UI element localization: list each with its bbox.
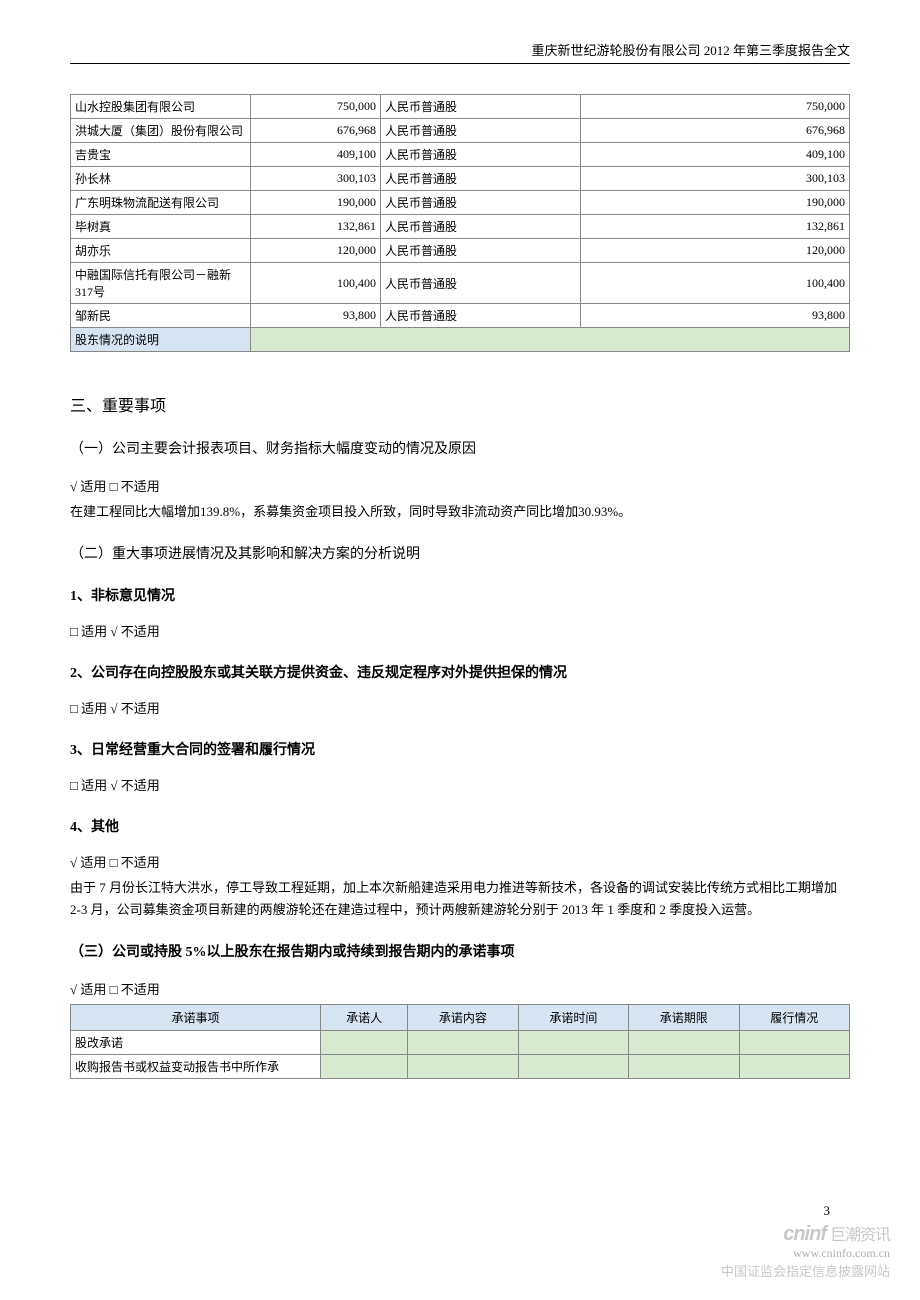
shareholder-amount1: 409,100 — [251, 143, 381, 167]
item2-title: 2、公司存在向控股股东或其关联方提供资金、违反规定程序对外提供担保的情况 — [70, 662, 850, 682]
item2-applicable: □ 适用 √ 不适用 — [70, 698, 850, 717]
shareholder-name: 毕树真 — [71, 215, 251, 239]
table-row: 孙长林300,103人民币普通股300,103 — [71, 167, 850, 191]
table-row: 胡亦乐120,000人民币普通股120,000 — [71, 239, 850, 263]
commitment-cell — [408, 1031, 518, 1055]
header-divider — [70, 63, 850, 64]
item1-applicable: □ 适用 √ 不适用 — [70, 621, 850, 640]
shareholder-amount1: 300,103 — [251, 167, 381, 191]
shareholder-table: 山水控股集团有限公司750,000人民币普通股750,000洪城大厦（集团）股份… — [70, 94, 850, 352]
share-type: 人民币普通股 — [381, 304, 581, 328]
footer-disclosure: 中国证监会指定信息披露网站 — [721, 1261, 890, 1280]
shareholder-amount2: 93,800 — [581, 304, 850, 328]
shareholder-amount2: 300,103 — [581, 167, 850, 191]
table-row: 洪城大厦（集团）股份有限公司676,968人民币普通股676,968 — [71, 119, 850, 143]
item4-text: 由于 7 月份长江特大洪水，停工导致工程延期，加上本次新船建造采用电力推进等新技… — [70, 877, 850, 921]
note-content — [251, 328, 850, 352]
item3-title: 3、日常经营重大合同的签署和履行情况 — [70, 739, 850, 759]
shareholder-amount1: 676,968 — [251, 119, 381, 143]
shareholder-amount2: 409,100 — [581, 143, 850, 167]
shareholder-name: 山水控股集团有限公司 — [71, 95, 251, 119]
shareholder-note-row: 股东情况的说明 — [71, 328, 850, 352]
commitment-row: 收购报告书或权益变动报告书中所作承 — [71, 1055, 850, 1079]
share-type: 人民币普通股 — [381, 119, 581, 143]
shareholder-amount2: 120,000 — [581, 239, 850, 263]
page-header: 重庆新世纪游轮股份有限公司 2012 年第三季度报告全文 — [70, 40, 850, 59]
commitment-header: 承诺时间 — [518, 1005, 628, 1031]
share-type: 人民币普通股 — [381, 143, 581, 167]
commitment-header: 履行情况 — [739, 1005, 850, 1031]
table-row: 邹新民93,800人民币普通股93,800 — [71, 304, 850, 328]
note-label: 股东情况的说明 — [71, 328, 251, 352]
commitment-header: 承诺事项 — [71, 1005, 321, 1031]
shareholder-name: 孙长林 — [71, 167, 251, 191]
cninfo-logo: cninf — [783, 1223, 826, 1245]
shareholder-name: 邹新民 — [71, 304, 251, 328]
commitment-cell — [629, 1055, 739, 1079]
share-type: 人民币普通股 — [381, 215, 581, 239]
commitment-header: 承诺人 — [321, 1005, 408, 1031]
cninfo-logo-cn: 巨潮资讯 — [830, 1227, 890, 1244]
commitment-cell — [321, 1055, 408, 1079]
commitment-cell — [518, 1055, 628, 1079]
sub1-text: 在建工程同比大幅增加139.8%，系募集资金项目投入所致，同时导致非流动资产同比… — [70, 501, 850, 523]
share-type: 人民币普通股 — [381, 239, 581, 263]
shareholder-amount1: 190,000 — [251, 191, 381, 215]
shareholder-amount2: 750,000 — [581, 95, 850, 119]
shareholder-amount1: 132,861 — [251, 215, 381, 239]
commitment-label: 股改承诺 — [71, 1031, 321, 1055]
commitment-header: 承诺期限 — [629, 1005, 739, 1031]
commitment-table: 承诺事项承诺人承诺内容承诺时间承诺期限履行情况 股改承诺收购报告书或权益变动报告… — [70, 1004, 850, 1079]
commitment-cell — [739, 1031, 850, 1055]
commitment-label: 收购报告书或权益变动报告书中所作承 — [71, 1055, 321, 1079]
table-row: 山水控股集团有限公司750,000人民币普通股750,000 — [71, 95, 850, 119]
table-row: 广东明珠物流配送有限公司190,000人民币普通股190,000 — [71, 191, 850, 215]
item4-title: 4、其他 — [70, 816, 850, 836]
share-type: 人民币普通股 — [381, 167, 581, 191]
table-row: 中融国际信托有限公司－融新317号100,400人民币普通股100,400 — [71, 263, 850, 304]
shareholder-name: 广东明珠物流配送有限公司 — [71, 191, 251, 215]
table-row: 毕树真132,861人民币普通股132,861 — [71, 215, 850, 239]
share-type: 人民币普通股 — [381, 95, 581, 119]
shareholder-name: 洪城大厦（集团）股份有限公司 — [71, 119, 251, 143]
shareholder-name: 吉贵宝 — [71, 143, 251, 167]
shareholder-amount1: 120,000 — [251, 239, 381, 263]
commitment-cell — [629, 1031, 739, 1055]
shareholder-amount2: 676,968 — [581, 119, 850, 143]
share-type: 人民币普通股 — [381, 191, 581, 215]
item3-applicable: □ 适用 √ 不适用 — [70, 775, 850, 794]
commitment-header: 承诺内容 — [408, 1005, 518, 1031]
shareholder-amount1: 93,800 — [251, 304, 381, 328]
commitment-cell — [321, 1031, 408, 1055]
page-number: 3 — [721, 1203, 830, 1219]
table-row: 吉贵宝409,100人民币普通股409,100 — [71, 143, 850, 167]
commitment-cell — [408, 1055, 518, 1079]
footer-url: www.cninfo.com.cn — [721, 1246, 890, 1261]
commitment-row: 股改承诺 — [71, 1031, 850, 1055]
share-type: 人民币普通股 — [381, 263, 581, 304]
subsection-1-title: （一）公司主要会计报表项目、财务指标大幅度变动的情况及原因 — [70, 438, 850, 458]
sub1-applicable: √ 适用 □ 不适用 — [70, 476, 850, 495]
section-3-title: 三、重要事项 — [70, 392, 850, 416]
shareholder-amount2: 132,861 — [581, 215, 850, 239]
page-footer: 3 cninf巨潮资讯 www.cninfo.com.cn 中国证监会指定信息披… — [721, 1203, 890, 1280]
commitment-cell — [739, 1055, 850, 1079]
subsection-3-title: （三）公司或持股 5%以上股东在报告期内或持续到报告期内的承诺事项 — [70, 941, 850, 961]
subsection-2-title: （二）重大事项进展情况及其影响和解决方案的分析说明 — [70, 543, 850, 563]
shareholder-name: 中融国际信托有限公司－融新317号 — [71, 263, 251, 304]
shareholder-amount2: 100,400 — [581, 263, 850, 304]
shareholder-amount1: 750,000 — [251, 95, 381, 119]
shareholder-name: 胡亦乐 — [71, 239, 251, 263]
shareholder-amount2: 190,000 — [581, 191, 850, 215]
sub3-applicable: √ 适用 □ 不适用 — [70, 979, 850, 998]
item4-applicable: √ 适用 □ 不适用 — [70, 852, 850, 871]
item1-title: 1、非标意见情况 — [70, 585, 850, 605]
commitment-cell — [518, 1031, 628, 1055]
shareholder-amount1: 100,400 — [251, 263, 381, 304]
